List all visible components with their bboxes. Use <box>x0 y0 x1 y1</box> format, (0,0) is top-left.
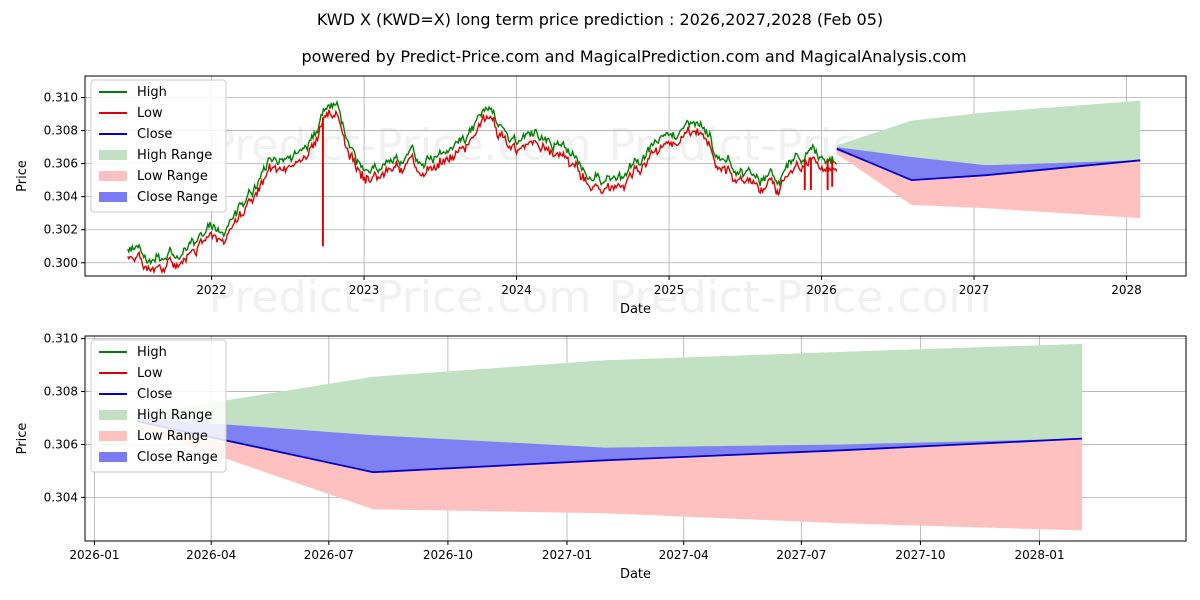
watermark-text: Predict-Price.com <box>209 272 592 323</box>
x-tick-label: 2026-07 <box>304 548 354 562</box>
legend-label-low: Low <box>137 366 163 381</box>
y-tick-label: 0.310 <box>44 90 78 104</box>
x-tick-label: 2022 <box>196 283 227 297</box>
y-tick-label: 0.304 <box>44 490 78 504</box>
y-tick-label: 0.306 <box>44 157 78 171</box>
watermark-text: Predict-Price.com <box>609 272 992 323</box>
legend-label-close: Close <box>137 387 172 402</box>
watermark-text: Predict-Price.com <box>209 120 592 171</box>
x-tick-label: 2023 <box>349 283 380 297</box>
legend-swatch-high-range <box>99 410 127 420</box>
x-axis-label: Date <box>620 302 651 317</box>
legend-swatch-close-range <box>99 192 127 202</box>
plot-area <box>136 343 1083 531</box>
axes-frame <box>84 75 1187 277</box>
y-tick-label: 0.308 <box>44 124 78 138</box>
low-range-band <box>836 148 1141 219</box>
y-tick-label: 0.306 <box>44 437 78 451</box>
legend-label-high-range: High Range <box>137 148 212 163</box>
x-tick-label: 2026 <box>806 283 837 297</box>
low-series-line <box>127 109 838 275</box>
x-tick-label: 2026-10 <box>423 548 473 562</box>
plot-area <box>127 99 1141 275</box>
close-range-band <box>137 418 1082 473</box>
y-tick-label: 0.304 <box>44 190 78 204</box>
y-tick-label: 0.302 <box>44 223 78 237</box>
axes-frame <box>84 335 1187 542</box>
forecast-zoom-chart-panel: Predict-Price.comPredict-Price.com2026-0… <box>15 332 1187 582</box>
low-range-band <box>137 421 1082 531</box>
chart-title: KWD X (KWD=X) long term price prediction… <box>317 10 883 29</box>
x-tick-label: 2024 <box>501 283 532 297</box>
y-axis-label: Price <box>15 160 30 192</box>
legend-label-low-range: Low Range <box>137 169 208 184</box>
legend-label-high: High <box>137 85 167 100</box>
legend-label-high: High <box>137 345 167 360</box>
x-tick-label: 2027-04 <box>659 548 709 562</box>
x-tick-label: 2026-01 <box>69 548 119 562</box>
legend-swatch-high-range <box>99 150 127 160</box>
x-tick-label: 2028 <box>1111 283 1142 297</box>
legend-label-high-range: High Range <box>137 408 212 423</box>
legend-label-close-range: Close Range <box>137 190 218 205</box>
history-chart-panel: Predict-Price.com Predict-Price.com Predic… <box>15 75 1187 323</box>
legend-label-low: Low <box>137 106 163 121</box>
y-tick-label: 0.310 <box>44 332 78 346</box>
x-tick-label: 2027-07 <box>776 548 826 562</box>
x-tick-label: 2026-04 <box>186 548 236 562</box>
chart-subtitle: powered by Predict-Price.com and Magical… <box>301 47 966 66</box>
y-tick-label: 0.308 <box>44 385 78 399</box>
legend-swatch-low-range <box>99 171 127 181</box>
close-forecast-line <box>836 147 1141 182</box>
x-tick-label: 2025 <box>654 283 685 297</box>
legend-swatch-close-range <box>99 452 127 462</box>
legend-label-low-range: Low Range <box>137 429 208 444</box>
close-range-band <box>836 147 1141 181</box>
legend-swatch-low-range <box>99 431 127 441</box>
x-tick-label: 2027 <box>959 283 990 297</box>
legend-label-close: Close <box>137 127 172 142</box>
x-tick-label: 2027-01 <box>542 548 592 562</box>
close-forecast-line <box>136 420 1083 474</box>
high-series-line <box>127 99 838 266</box>
y-axis-label: Price <box>15 423 30 455</box>
y-tick-label: 0.300 <box>44 256 78 270</box>
legend-label-close-range: Close Range <box>137 450 218 465</box>
x-tick-label: 2028-01 <box>1014 548 1064 562</box>
x-axis-label: Date <box>620 567 651 582</box>
x-tick-label: 2027-10 <box>895 548 945 562</box>
